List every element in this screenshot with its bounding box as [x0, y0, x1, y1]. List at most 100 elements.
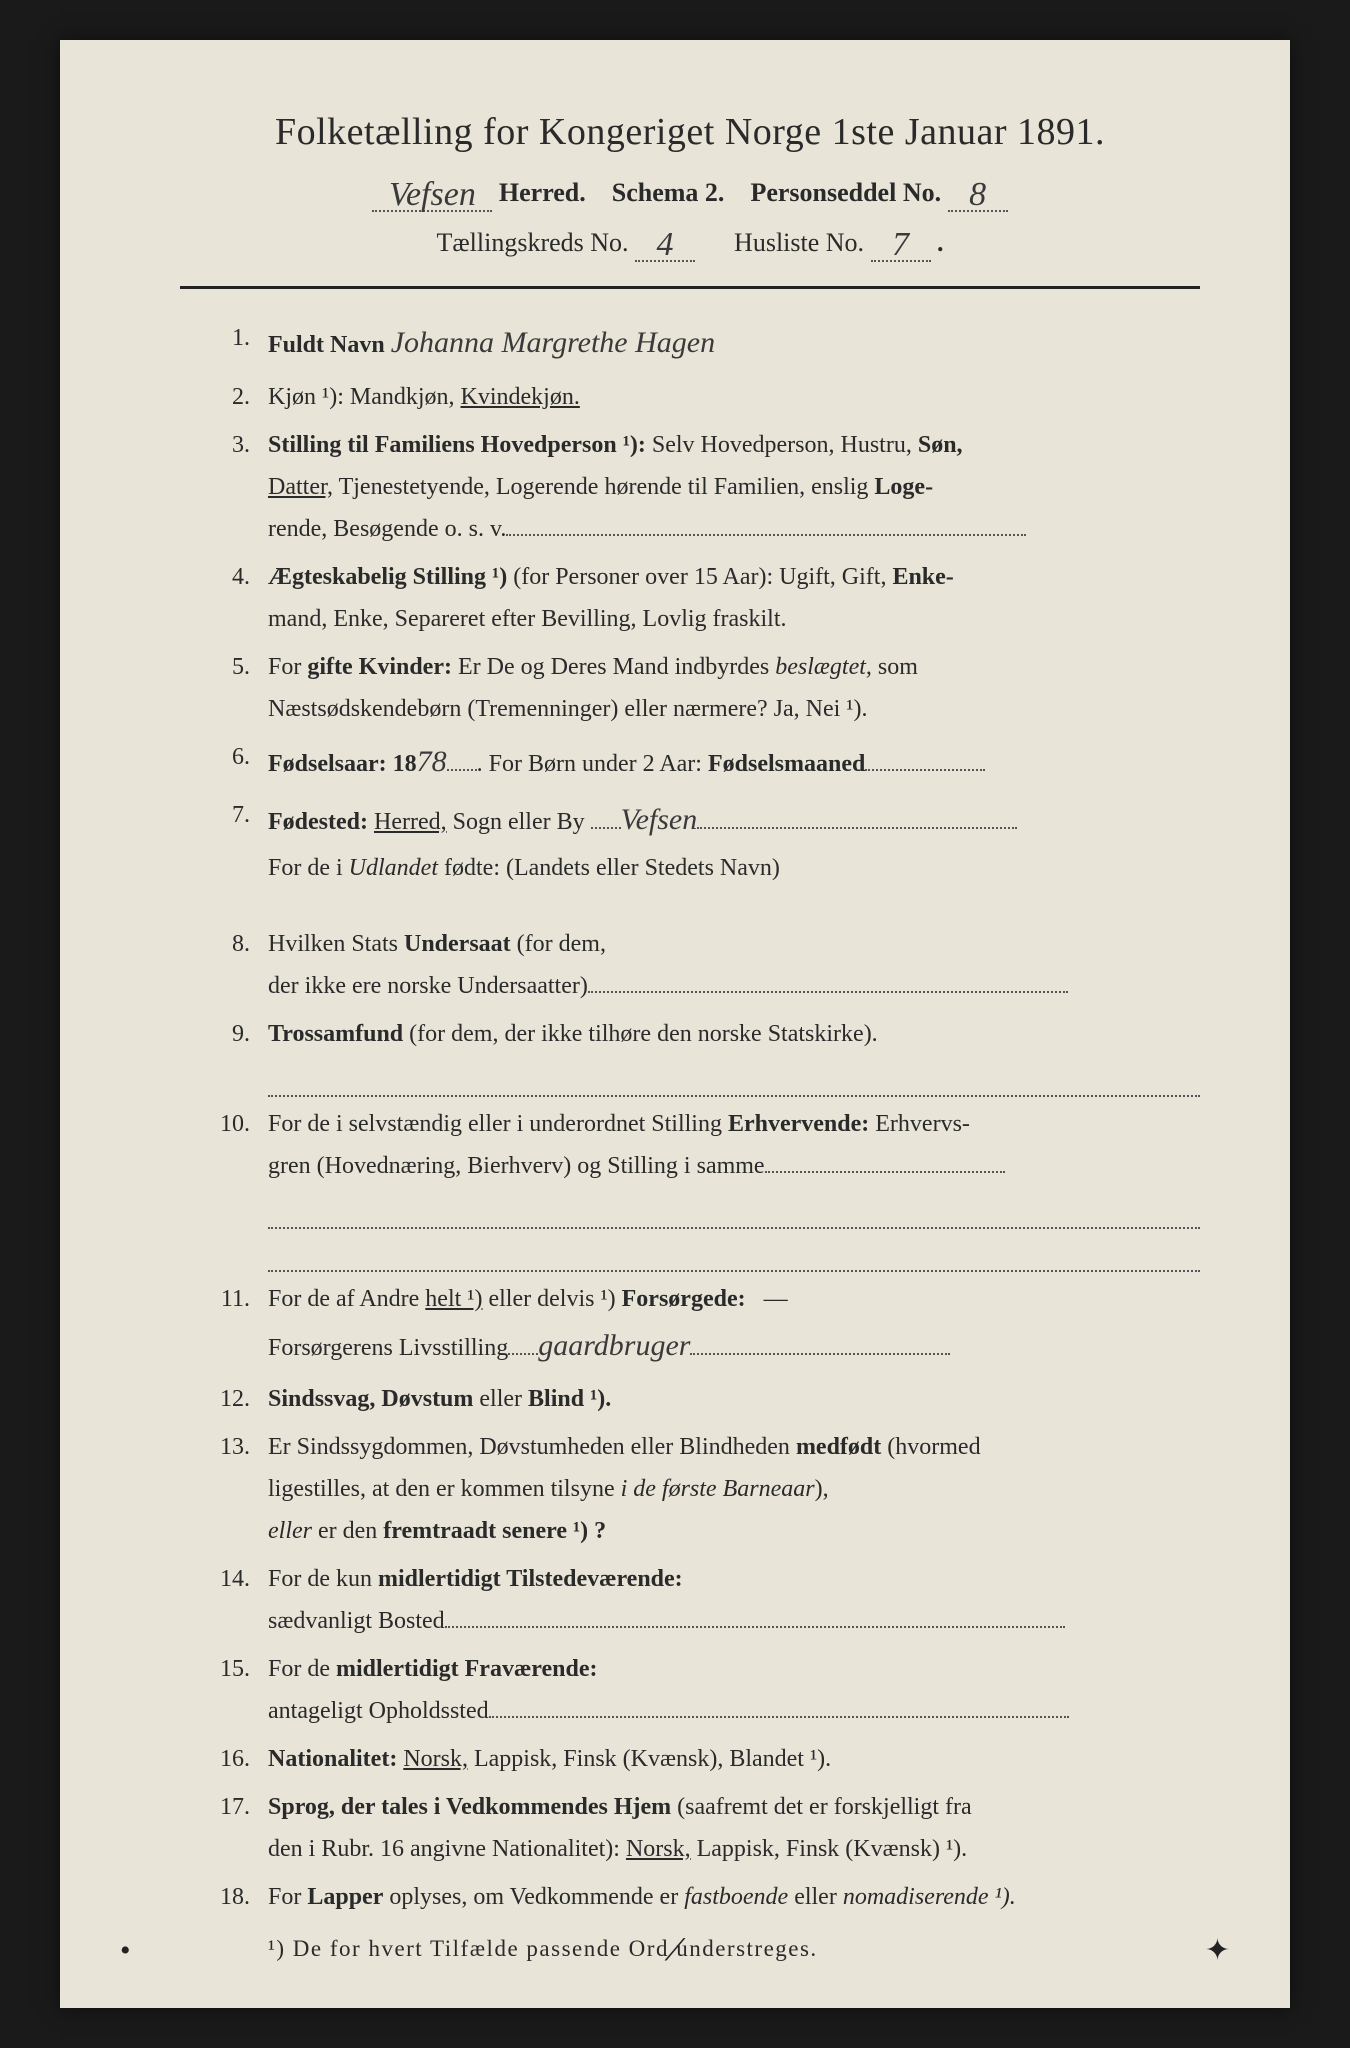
item-number: 16.: [180, 1738, 268, 1780]
dotfill: [765, 1147, 1005, 1173]
q13-med: medfødt: [796, 1434, 881, 1460]
q13-text4: ),: [815, 1476, 829, 1502]
dotfill: [690, 1329, 950, 1355]
item-number: 14.: [180, 1558, 268, 1642]
q13-ide: i de første Barneaar: [621, 1476, 815, 1502]
q11-text: For de af Andre: [268, 1286, 425, 1312]
q2-selected: Kvindekjøn.: [461, 384, 580, 410]
q13-eller: eller: [268, 1518, 312, 1544]
item-6: 6. Fødselsaar: 1878. For Børn under 2 Aa…: [180, 736, 1200, 789]
q17-selected: Norsk,: [626, 1836, 691, 1862]
q11-selected: helt ¹): [425, 1286, 482, 1312]
item-number: 2.: [180, 376, 268, 418]
q16-selected: Norsk,: [403, 1746, 468, 1772]
item-number: 3.: [180, 424, 268, 550]
q3-son: Søn,: [918, 432, 963, 458]
q13-text2: (hvormed: [881, 1434, 980, 1460]
q9-text: (for dem, der ikke tilhøre den norske St…: [403, 1021, 878, 1047]
q13-frem: fremtraadt senere ¹) ?: [383, 1518, 606, 1544]
q15-label: midlertidigt Fraværende:: [336, 1656, 598, 1682]
husliste-label: Husliste No.: [734, 228, 864, 257]
q6-label: Fødselsaar: 18: [268, 751, 417, 777]
item-number: 17.: [180, 1786, 268, 1870]
personseddel-value: 8: [969, 176, 986, 213]
q10-text2: Erhvervs-: [869, 1111, 970, 1137]
item-17: 17. Sprog, der tales i Vedkommendes Hjem…: [180, 1786, 1200, 1870]
herred-label: Herred.: [499, 178, 586, 207]
item-number: 18.: [180, 1876, 268, 1918]
item-5: 5. For gifte Kvinder: Er De og Deres Man…: [180, 646, 1200, 730]
item-number: 9.: [180, 1013, 268, 1097]
q3-text2: Tjenestetyende, Logerende hørende til Fa…: [333, 474, 874, 500]
q7-label: Fødested:: [268, 809, 374, 835]
form-items: 1. Fuldt Navn Johanna Margrethe Hagen 2.…: [180, 317, 1200, 1918]
kreds-label: Tællingskreds No.: [436, 228, 628, 257]
q3-text: Selv Hovedperson, Hustru,: [646, 432, 918, 458]
dotfill: [697, 803, 1017, 829]
q17-text2: den i Rubr. 16 angivne Nationalitet):: [268, 1836, 626, 1862]
q18-label: Lapper: [307, 1884, 383, 1910]
dotfill: [447, 745, 477, 771]
item-1: 1. Fuldt Navn Johanna Margrethe Hagen: [180, 317, 1200, 370]
q8-text3: der ikke ere norske Undersaatter): [268, 973, 588, 999]
q10-text3: gren (Hovednæring, Bierhverv) og Stillin…: [268, 1153, 765, 1179]
q14-text: For de kun: [268, 1566, 378, 1592]
item-11: 11. For de af Andre helt ¹) eller delvis…: [180, 1278, 1200, 1373]
item-7: 7. Fødested: Herred, Sogn eller By Vefse…: [180, 794, 1200, 889]
item-14: 14. For de kun midlertidigt Tilstedevære…: [180, 1558, 1200, 1642]
q8-label: Undersaat: [404, 931, 511, 957]
item-10: 10. For de i selvstændig eller i underor…: [180, 1103, 1200, 1272]
q15-text2: antageligt Opholdssted: [268, 1698, 489, 1724]
item-2: 2. Kjøn ¹): Mandkjøn, Kvindekjøn.: [180, 376, 1200, 418]
item-18: 18. For Lapper oplyses, om Vedkommende e…: [180, 1876, 1200, 1918]
q13-text: Er Sindssygdommen, Døvstumheden eller Bl…: [268, 1434, 796, 1460]
personseddel-label: Personseddel No.: [750, 178, 941, 207]
q5-text: For: [268, 654, 307, 680]
item-15: 15. For de midlertidigt Fraværende: anta…: [180, 1648, 1200, 1732]
q8-text2: (for dem,: [511, 931, 606, 957]
q4-text2: mand, Enke, Separeret efter Bevilling, L…: [268, 606, 787, 632]
item-16: 16. Nationalitet: Norsk, Lappisk, Finsk …: [180, 1738, 1200, 1780]
q5-label: gifte Kvinder:: [307, 654, 452, 680]
q7-selected: Herred,: [374, 809, 447, 835]
q12-label: Sindssvag, Døvstum: [268, 1386, 473, 1412]
q13-text3: ligestilles, at den er kommen tilsyne: [268, 1476, 621, 1502]
q18-text: For: [268, 1884, 307, 1910]
q5-som: som: [872, 654, 918, 680]
q18-fast: fastboende: [684, 1884, 788, 1910]
dotfill: [268, 1189, 1200, 1229]
q11-label: Forsørgede:: [622, 1286, 746, 1312]
q2-text: Kjøn ¹): Mandkjøn,: [268, 384, 461, 410]
q5-text3: Næstsødskendebørn (Tremenninger) eller n…: [268, 696, 867, 722]
schema-label: Schema 2.: [612, 178, 725, 207]
q16-text: Lappisk, Finsk (Kvænsk), Blandet ¹).: [468, 1746, 831, 1772]
q11-dash: —: [764, 1286, 788, 1312]
herred-value: Vefsen: [389, 176, 476, 213]
item-number: 12.: [180, 1378, 268, 1420]
item-3: 3. Stilling til Familiens Hovedperson ¹)…: [180, 424, 1200, 550]
item-9: 9. Trossamfund (for dem, der ikke tilhør…: [180, 1013, 1200, 1097]
q17-label: Sprog, der tales i Vedkommendes Hjem: [268, 1794, 671, 1820]
item-number: 11.: [180, 1278, 268, 1373]
q18-text3: eller: [788, 1884, 843, 1910]
dotfill: [268, 1057, 1200, 1097]
divider-rule: [180, 286, 1200, 289]
q11-text2: eller delvis ¹): [482, 1286, 621, 1312]
header-line-2: Tællingskreds No. 4 Husliste No. 7 .: [180, 222, 1200, 262]
corner-mark-icon: ⟋: [665, 1934, 686, 1968]
q14-label: midlertidigt Tilstedeværende:: [378, 1566, 683, 1592]
dotfill: [489, 1692, 1069, 1718]
item-number: 8.: [180, 923, 268, 1007]
q18-nom: nomadiserende ¹).: [843, 1884, 1016, 1910]
footnote: ¹) De for hvert Tilfælde passende Ord un…: [180, 1936, 1200, 1962]
q12-blind: Blind ¹).: [528, 1386, 611, 1412]
dotfill: [506, 510, 1026, 536]
item-number: 13.: [180, 1426, 268, 1552]
q15-text: For de: [268, 1656, 336, 1682]
q11-value: gaardbruger: [538, 1329, 690, 1362]
q4-text: (for Personer over 15 Aar): Ugift, Gift,: [507, 564, 892, 590]
corner-mark-icon: •: [120, 1934, 131, 1968]
q6-value: 78: [417, 745, 447, 778]
census-form-paper: Folketælling for Kongeriget Norge 1ste J…: [60, 40, 1290, 2008]
q9-label: Trossamfund: [268, 1021, 403, 1047]
